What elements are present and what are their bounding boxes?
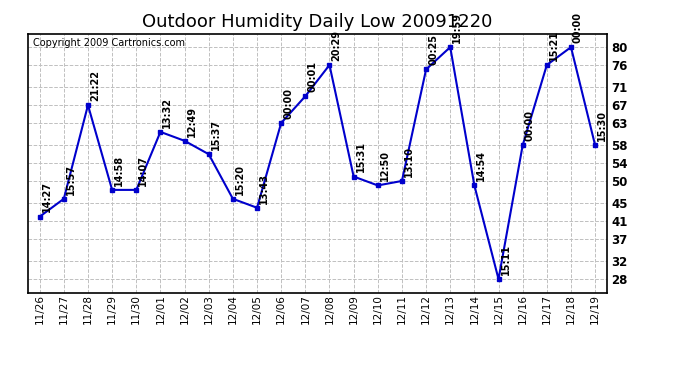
Text: 12:49: 12:49: [186, 106, 197, 136]
Text: 21:22: 21:22: [90, 70, 100, 101]
Text: 14:54: 14:54: [476, 150, 486, 181]
Text: 13:43: 13:43: [259, 172, 269, 204]
Text: 15:20: 15:20: [235, 164, 245, 195]
Text: Copyright 2009 Cartronics.com: Copyright 2009 Cartronics.com: [33, 38, 186, 48]
Title: Outdoor Humidity Daily Low 20091220: Outdoor Humidity Daily Low 20091220: [142, 13, 493, 31]
Text: 00:00: 00:00: [283, 88, 293, 119]
Text: 13:32: 13:32: [162, 97, 172, 128]
Text: 15:57: 15:57: [66, 164, 76, 195]
Text: 15:31: 15:31: [355, 141, 366, 172]
Text: 15:21: 15:21: [549, 30, 559, 61]
Text: 14:07: 14:07: [138, 155, 148, 186]
Text: 14:58: 14:58: [114, 154, 124, 186]
Text: 12:50: 12:50: [380, 150, 390, 181]
Text: 00:25: 00:25: [428, 34, 438, 65]
Text: 19:59: 19:59: [452, 12, 462, 43]
Text: 00:00: 00:00: [524, 110, 535, 141]
Text: 13:10: 13:10: [404, 146, 414, 177]
Text: 14:27: 14:27: [41, 182, 52, 213]
Text: 20:29: 20:29: [331, 30, 342, 61]
Text: 15:11: 15:11: [500, 244, 511, 275]
Text: 15:30: 15:30: [597, 110, 607, 141]
Text: 00:01: 00:01: [307, 61, 317, 92]
Text: 15:37: 15:37: [210, 119, 221, 150]
Text: 00:00: 00:00: [573, 12, 583, 43]
